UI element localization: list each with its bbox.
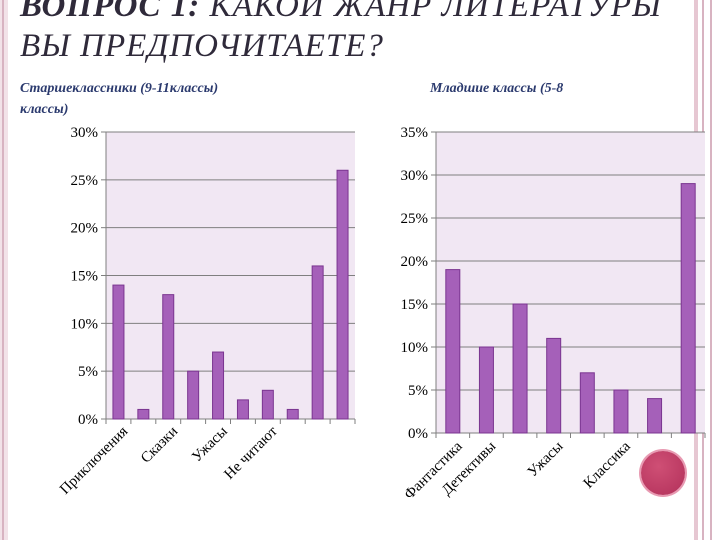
left-chart-label-line1: Старшеклассники (9-11классы) — [20, 81, 219, 96]
right-bar — [647, 398, 663, 434]
left-bar — [261, 389, 274, 420]
right-y-tick-label: 30% — [401, 168, 429, 184]
right-chart-label: Младшие классы (5-8 — [430, 81, 564, 96]
left-bar — [162, 294, 175, 420]
left-bar — [112, 284, 125, 420]
left-edge-decoration — [0, 0, 8, 540]
accent-circle — [641, 451, 685, 495]
left-chart-label: Старшеклассники (9-11классы) классы) — [20, 78, 218, 120]
left-y-tick-label: 10% — [71, 316, 99, 332]
left-y-tick-label: 5% — [78, 364, 98, 380]
left-y-tick-label: 0% — [78, 412, 98, 428]
right-y-tick-label: 35% — [401, 125, 429, 141]
left-y-tick-label: 30% — [71, 125, 99, 141]
left-bar — [212, 351, 225, 420]
right-bar — [445, 269, 461, 434]
right-bar — [579, 372, 595, 434]
left-bar — [336, 169, 349, 420]
right-bar — [546, 337, 562, 434]
right-y-tick-label: 5% — [408, 383, 428, 399]
right-y-tick-label: 25% — [401, 211, 429, 227]
right-bar — [512, 303, 528, 434]
left-bar — [187, 370, 200, 420]
right-y-tick-label: 0% — [408, 426, 428, 442]
right-plot-area — [436, 132, 705, 433]
left-bar — [236, 399, 249, 420]
left-chart-label-line2: классы) — [20, 102, 69, 117]
right-y-tick-label: 15% — [401, 297, 429, 313]
left-bar — [137, 408, 150, 420]
left-y-tick-label: 15% — [71, 269, 99, 285]
right-bar — [478, 346, 494, 434]
right-bar — [680, 183, 696, 434]
title-bold: ВОПРОС 1: — [20, 0, 201, 24]
title-rest: КАКОЙ ЖАНР ЛИТЕРАТУРЫ ВЫ ПРЕДПОЧИТАЕТЕ? — [20, 0, 662, 64]
right-category-label: Классика — [581, 438, 634, 491]
right-y-tick-label: 10% — [401, 340, 429, 356]
left-bar — [286, 408, 299, 420]
slide-title: ВОПРОС 1: КАКОЙ ЖАНР ЛИТЕРАТУРЫ ВЫ ПРЕДП… — [20, 0, 670, 66]
right-bar — [613, 389, 629, 434]
left-bar — [311, 265, 324, 420]
left-y-tick-label: 25% — [71, 173, 99, 189]
right-category-label: Ужасы — [525, 439, 567, 481]
left-y-tick-label: 20% — [71, 221, 99, 237]
right-y-tick-label: 20% — [401, 254, 429, 270]
